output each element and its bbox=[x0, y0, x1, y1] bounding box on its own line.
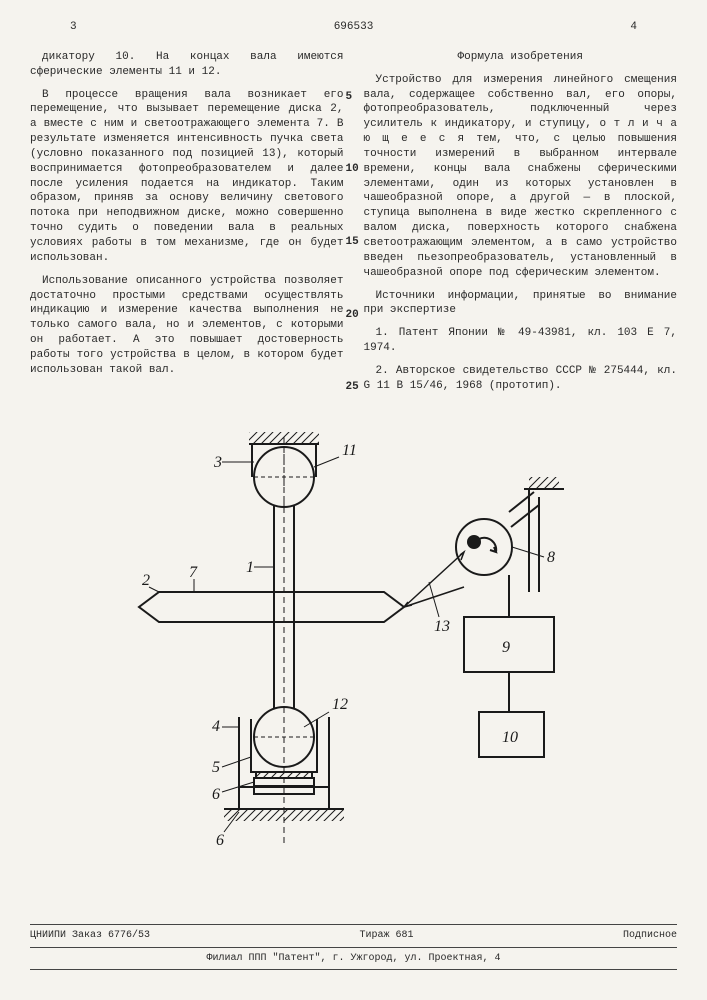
lbl-3: 3 bbox=[213, 454, 222, 471]
page-num-right: 4 bbox=[630, 20, 637, 35]
lbl-6: 6 bbox=[212, 786, 220, 803]
source-2: 2. Авторское свидетельство СССР № 275444… bbox=[364, 364, 678, 394]
ln-25: 25 bbox=[346, 380, 359, 395]
para-3: Использование описанного устройства позв… bbox=[30, 274, 344, 378]
lbl-11: 11 bbox=[342, 442, 357, 459]
lbl-5: 5 bbox=[212, 759, 220, 776]
lbl-4: 4 bbox=[212, 718, 220, 735]
lbl-12: 12 bbox=[332, 696, 348, 713]
lbl-13: 13 bbox=[434, 618, 450, 635]
claim-body: Устройство для измерения линейного смеще… bbox=[364, 73, 678, 281]
ln-20: 20 bbox=[346, 308, 359, 323]
source-1: 1. Патент Японии № 49-43981, кл. 103 Е 7… bbox=[364, 326, 678, 356]
lbl-9: 9 bbox=[502, 639, 510, 656]
para-2: В процессе вращения вала возникает его п… bbox=[30, 88, 344, 266]
page-num-left: 3 bbox=[70, 20, 77, 35]
diagram: 3 11 1 2 7 4 5 6 6 12 8 9 10 13 bbox=[30, 417, 677, 883]
formula-title: Формула изобретения bbox=[364, 50, 678, 65]
lbl-6b: 6 bbox=[216, 832, 224, 849]
para-1: дикатору 10. На концах вала имеются сфер… bbox=[30, 50, 344, 80]
ln-10: 10 bbox=[346, 162, 359, 177]
left-column: дикатору 10. На концах вала имеются сфер… bbox=[30, 50, 344, 402]
lbl-2: 2 bbox=[142, 572, 150, 589]
footer-tirage: Тираж 681 bbox=[360, 929, 414, 943]
doc-number: 696533 bbox=[334, 20, 374, 35]
lbl-1: 1 bbox=[246, 559, 254, 576]
ln-15: 15 bbox=[346, 235, 359, 250]
footer-sign: Подписное bbox=[623, 929, 677, 943]
footer-addr: Филиал ППП "Патент", г. Ужгород, ул. Про… bbox=[206, 953, 500, 964]
lbl-10: 10 bbox=[502, 729, 518, 746]
ln-5: 5 bbox=[346, 90, 353, 105]
sources-title: Источники информации, принятые во вниман… bbox=[364, 289, 678, 319]
lbl-7: 7 bbox=[189, 564, 198, 581]
footer: ЦНИИПИ Заказ 6776/53 Тираж 681 Подписное… bbox=[30, 924, 677, 970]
lbl-8: 8 bbox=[547, 549, 555, 566]
right-column: 5 10 15 20 25 Формула изобретения Устрой… bbox=[364, 50, 678, 402]
footer-org: ЦНИИПИ Заказ 6776/53 bbox=[30, 929, 150, 943]
